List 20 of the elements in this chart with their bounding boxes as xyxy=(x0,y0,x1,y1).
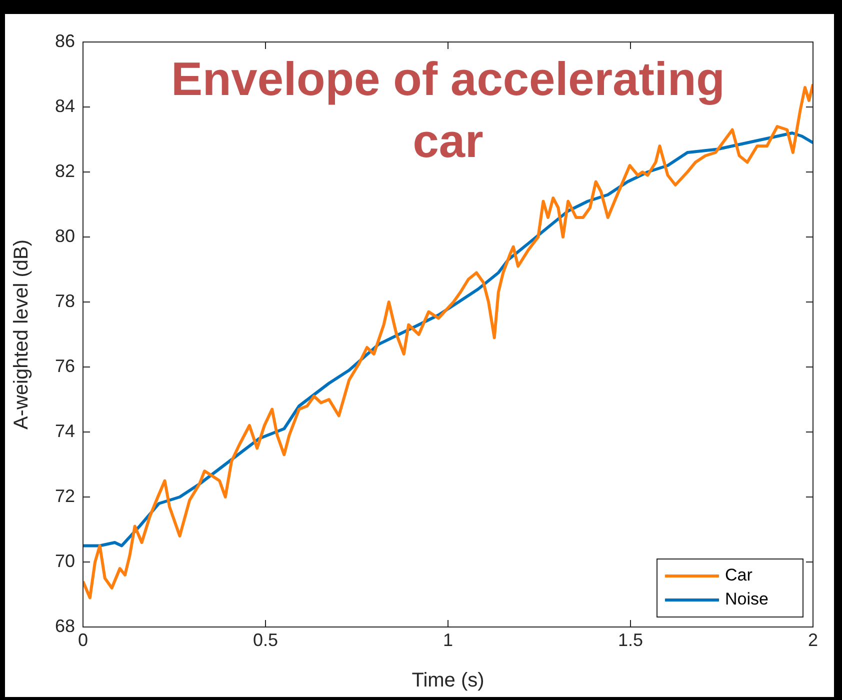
x-tick-label: 1.5 xyxy=(618,630,644,650)
x-tick-label: 1 xyxy=(442,630,454,650)
y-tick-label: 70 xyxy=(54,550,75,571)
y-tick-label: 76 xyxy=(54,356,75,376)
y-axis-title: A-weighted level (dB) xyxy=(10,239,33,430)
x-tick-label: 0.5 xyxy=(252,630,278,650)
text: Envelope of accelerating car xyxy=(171,52,725,167)
y-tick-label: 72 xyxy=(54,486,75,506)
y-tick-label: 84 xyxy=(54,96,75,116)
y-tick-label: 86 xyxy=(54,30,75,51)
x-axis-title: Time (s) xyxy=(412,670,484,692)
y-tick-label: 78 xyxy=(54,290,75,311)
x-tick-label: 0 xyxy=(78,630,88,650)
y-tick-label: 80 xyxy=(54,226,75,246)
y-tick-label: 74 xyxy=(54,420,75,441)
legend-label: Noise xyxy=(725,590,768,609)
legend-label: Car xyxy=(725,566,753,585)
y-tick-label: 68 xyxy=(54,616,75,636)
y-tick-label: 82 xyxy=(54,160,75,181)
x-tick-label: 2 xyxy=(808,630,818,650)
